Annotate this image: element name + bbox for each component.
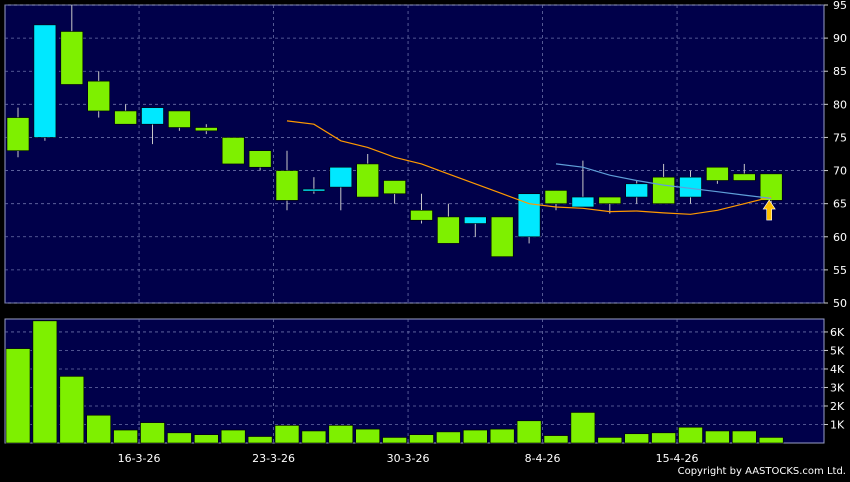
price-tick-label: 80	[833, 98, 847, 111]
candle-down	[759, 173, 783, 201]
up-arrow-icon	[762, 199, 776, 221]
marker-layer	[762, 199, 776, 221]
price-tick-label: 50	[833, 297, 847, 310]
date-tick-label: 23-3-26	[252, 452, 295, 465]
volume-bar	[113, 429, 138, 444]
volume-panel	[4, 318, 825, 444]
candle-down	[706, 166, 729, 181]
candles-layer	[6, 5, 783, 257]
date-tick-label: 30-3-26	[387, 452, 430, 465]
volume-bar	[624, 433, 650, 444]
candle-down	[383, 180, 406, 195]
date-tick-label: 15-4-26	[656, 452, 699, 465]
volume-tick-label: 5K	[830, 344, 845, 357]
price-tick-label: 65	[833, 198, 847, 211]
volume-bar	[32, 320, 58, 444]
date-tick-label: 8-4-26	[525, 452, 561, 465]
candle-down	[732, 173, 756, 181]
candle-up	[33, 24, 57, 138]
candle-down	[437, 216, 460, 244]
volume-bar	[140, 422, 165, 444]
candle-down	[114, 110, 137, 125]
volume-tick-label: 3K	[830, 381, 845, 394]
candle-down	[652, 176, 675, 204]
candle-down	[248, 150, 272, 168]
volume-bar	[758, 437, 784, 444]
candle-down	[60, 31, 84, 85]
candle-down	[356, 163, 380, 198]
ma-short-line	[286, 120, 772, 215]
date-tick-label: 16-3-26	[118, 452, 161, 465]
candle-up	[517, 193, 541, 238]
volume-bar	[489, 428, 515, 444]
price-tick-label: 90	[833, 32, 847, 45]
volume-bar	[86, 414, 111, 444]
volume-bar	[705, 430, 730, 444]
volume-bar	[597, 437, 623, 444]
candle-up	[463, 216, 487, 224]
volume-tick-label: 4K	[830, 363, 845, 376]
moving-averages	[286, 120, 772, 215]
price-tick-label: 95	[833, 0, 847, 12]
volume-bar	[194, 434, 219, 444]
volume-bar	[301, 430, 327, 444]
price-panel	[4, 4, 825, 304]
candle-up	[141, 107, 164, 125]
volume-bar	[247, 436, 273, 444]
candle-down	[490, 216, 514, 257]
candle-up	[302, 188, 326, 192]
ma-long-line	[555, 163, 772, 199]
volume-bar	[731, 430, 757, 444]
candle-up	[571, 196, 595, 208]
volume-bar	[516, 420, 542, 444]
candle-up	[625, 183, 649, 198]
candle-down	[195, 127, 218, 132]
candle-down	[544, 190, 568, 204]
volume-tick-label: 6K	[830, 326, 845, 339]
volume-bar	[462, 429, 488, 444]
price-tick-label: 70	[833, 165, 847, 178]
volume-bar	[5, 348, 31, 444]
volume-bar	[355, 428, 381, 444]
price-tick-label: 60	[833, 231, 847, 244]
price-tick-label: 85	[833, 65, 847, 78]
date-axis: 16-3-26 23-3-26 30-3-26 8-4-26 15-4-26	[118, 452, 699, 465]
candle-down	[6, 117, 30, 151]
volume-tick-label: 2K	[830, 400, 845, 413]
volume-bar	[167, 432, 192, 444]
candle-down	[87, 80, 110, 112]
volume-bar	[220, 429, 246, 444]
volume-bar	[543, 435, 569, 444]
volume-bar	[328, 425, 354, 444]
candle-down	[275, 170, 299, 201]
candle-up	[329, 166, 353, 188]
volume-bar	[436, 431, 461, 444]
volume-bar	[274, 425, 300, 444]
volume-bar	[570, 412, 596, 444]
volume-bar	[59, 376, 85, 444]
candle-down	[598, 196, 622, 204]
volume-axis: 1K 2K 3K 4K 5K 6K	[824, 326, 845, 431]
volume-bar	[678, 426, 703, 444]
candle-down	[168, 110, 191, 128]
volume-bar	[382, 437, 407, 444]
volume-bars	[5, 320, 784, 444]
volume-tick-label: 1K	[830, 418, 845, 431]
candle-down	[221, 137, 245, 165]
candle-down	[410, 209, 433, 221]
price-axis: 50 55 60 65 70 75 80 85 90 95	[824, 0, 847, 310]
volume-bar	[651, 432, 676, 444]
price-tick-label: 75	[833, 131, 847, 144]
volume-bar	[409, 434, 434, 444]
copyright-text: Copyright by AASTOCKS.com Ltd.	[678, 466, 846, 477]
price-tick-label: 55	[833, 264, 847, 277]
grid-layer	[5, 4, 824, 443]
